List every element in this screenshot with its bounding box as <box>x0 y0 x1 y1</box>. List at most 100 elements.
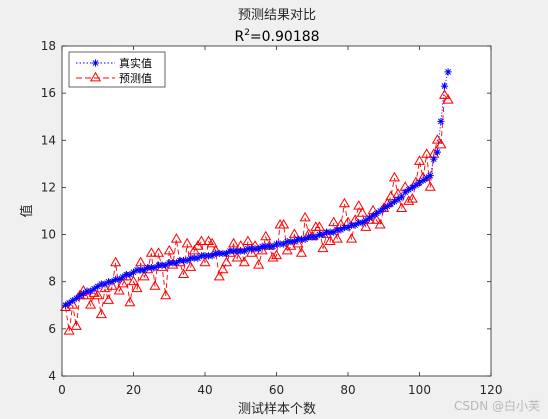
data-point-predicted <box>170 233 182 243</box>
data-point-predicted <box>124 296 136 307</box>
data-point-predicted <box>388 171 401 182</box>
data-point-actual <box>151 263 159 272</box>
data-point-predicted <box>317 242 329 253</box>
data-point-predicted <box>145 247 157 257</box>
data-point-actual <box>376 207 384 215</box>
data-point-actual <box>415 179 424 187</box>
series-actual <box>61 68 452 309</box>
x-axis-label: 测试样本个数 <box>238 402 316 417</box>
data-point-predicted <box>295 247 308 257</box>
x-tick-label: 80 <box>340 383 355 397</box>
y-tick-label: 4 <box>48 369 56 383</box>
legend-label-actual: 真实值 <box>119 56 152 70</box>
data-point-predicted <box>138 270 150 281</box>
data-point-predicted <box>102 294 115 304</box>
data-point-actual <box>373 209 381 217</box>
data-point-actual <box>115 275 123 283</box>
y-tick-label: 18 <box>41 39 56 53</box>
data-point-actual <box>108 278 116 286</box>
plot-area <box>62 46 491 376</box>
data-point-predicted <box>152 247 165 257</box>
chart-subtitle: R2=0.90188 <box>234 28 319 45</box>
data-point-predicted <box>185 261 197 271</box>
data-point-predicted <box>63 325 75 335</box>
legend-label-predicted: 预测值 <box>119 72 152 85</box>
data-point-actual <box>76 292 84 300</box>
data-point-predicted <box>228 237 240 248</box>
data-point-actual <box>194 254 202 262</box>
x-tick-label: 40 <box>197 383 212 397</box>
subtitle-suffix: =0.90188 <box>250 29 320 45</box>
data-point-predicted <box>192 240 204 250</box>
x-tick-label: 20 <box>126 383 141 397</box>
x-tick-label: 0 <box>58 383 66 397</box>
data-point-actual <box>290 238 298 246</box>
data-point-predicted <box>338 197 350 208</box>
data-point-predicted <box>313 221 325 231</box>
data-point-actual <box>301 235 309 243</box>
data-point-actual <box>101 280 109 288</box>
y-tick-label: 8 <box>48 275 56 289</box>
data-point-predicted <box>92 289 104 300</box>
x-tick-label: 60 <box>269 383 284 397</box>
data-point-actual <box>319 230 327 239</box>
data-point-predicted <box>324 235 336 246</box>
data-point-predicted <box>331 233 343 243</box>
data-point-actual <box>208 252 216 260</box>
watermark: CSDN @白小芙 <box>454 398 540 413</box>
data-point-predicted <box>281 244 293 255</box>
data-point-actual <box>72 294 80 302</box>
legend-marker-predicted <box>89 71 102 82</box>
data-point-actual <box>383 202 391 210</box>
data-point-predicted <box>99 282 111 293</box>
data-point-predicted <box>421 148 433 158</box>
data-point-predicted <box>245 247 258 257</box>
data-point-predicted <box>163 244 175 255</box>
series-layer <box>60 68 454 335</box>
data-point-predicted <box>238 256 250 267</box>
data-point-predicted <box>242 235 254 246</box>
data-point-predicted <box>360 221 372 231</box>
data-point-predicted <box>188 244 200 255</box>
data-point-actual <box>280 240 288 248</box>
data-point-predicted <box>267 251 279 262</box>
chart-title: 预测结果对比 <box>238 8 316 23</box>
y-tick-label: 14 <box>41 133 56 147</box>
data-point-predicted <box>195 235 207 246</box>
data-point-predicted <box>220 256 232 267</box>
data-point-actual <box>240 247 248 255</box>
legend-triangle-marker <box>89 71 102 82</box>
data-point-actual <box>433 148 441 156</box>
data-point-predicted <box>160 289 172 300</box>
data-point-actual <box>90 285 98 293</box>
data-point-actual <box>362 216 370 225</box>
data-point-predicted <box>288 228 300 238</box>
data-point-predicted <box>431 134 443 144</box>
data-point-actual <box>172 259 180 267</box>
data-point-predicted <box>442 94 454 104</box>
data-point-predicted <box>403 195 415 205</box>
data-point-predicted <box>117 277 129 288</box>
data-point-predicted <box>413 155 426 165</box>
y-tick-label: 12 <box>41 180 56 194</box>
data-point-predicted <box>181 237 193 248</box>
y-tick-label: 16 <box>41 86 56 100</box>
data-point-predicted <box>328 216 340 227</box>
data-point-actual <box>162 261 170 269</box>
data-point-predicted <box>106 280 118 290</box>
data-point-actual <box>387 200 395 208</box>
data-point-predicted <box>213 270 225 281</box>
data-point-actual <box>222 249 231 258</box>
data-point-predicted <box>406 193 418 203</box>
data-point-actual <box>87 287 95 295</box>
data-point-predicted <box>253 259 265 269</box>
legend-asterisk-marker <box>91 59 100 67</box>
data-point-predicted <box>353 200 365 210</box>
data-point-actual <box>369 212 377 220</box>
data-point-predicted <box>60 301 72 312</box>
data-point-predicted <box>135 256 147 267</box>
data-point-actual <box>390 197 399 206</box>
data-point-actual <box>126 271 134 279</box>
data-point-predicted <box>278 218 290 229</box>
